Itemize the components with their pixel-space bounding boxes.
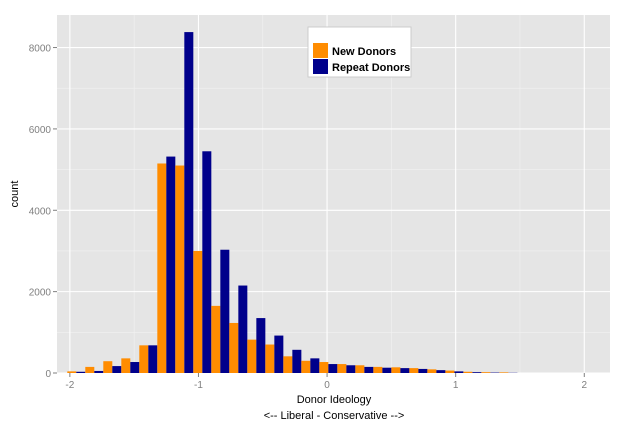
- x-tick-label: 0: [324, 380, 330, 391]
- legend: New Donors Repeat Donors: [307, 26, 412, 78]
- bar-new-donors: [373, 366, 383, 373]
- bar-repeat-donors: [202, 151, 212, 373]
- bar-new-donors: [301, 360, 311, 373]
- bar-repeat-donors: [472, 372, 482, 373]
- bar-new-donors: [463, 371, 473, 373]
- bar-new-donors: [337, 364, 347, 373]
- x-tick-label: -2: [65, 380, 74, 391]
- x-axis-title: Donor Ideology: [297, 394, 372, 406]
- bar-new-donors: [211, 305, 221, 373]
- legend-label-repeat-donors: Repeat Donors: [332, 62, 410, 74]
- x-axis: -2 -1 0 1 2: [65, 373, 587, 391]
- bar-repeat-donors: [256, 318, 266, 373]
- bar-repeat-donors: [76, 371, 86, 373]
- y-axis-title: count: [9, 181, 21, 208]
- bar-new-donors: [67, 371, 77, 373]
- bar-repeat-donors: [238, 285, 248, 373]
- x-tick-label: -1: [194, 380, 203, 391]
- bar-repeat-donors: [220, 249, 230, 373]
- bar-new-donors: [319, 362, 329, 373]
- bar-repeat-donors: [454, 371, 464, 373]
- y-tick-label: 8000: [29, 44, 52, 55]
- bar-new-donors: [175, 165, 185, 373]
- bar-repeat-donors: [436, 370, 446, 373]
- bar-new-donors: [265, 344, 275, 373]
- y-tick-label: 2000: [29, 288, 52, 299]
- bar-repeat-donors: [328, 364, 338, 373]
- bar-new-donors: [193, 250, 203, 373]
- legend-swatch-repeat-donors: [313, 59, 328, 74]
- bar-repeat-donors: [166, 156, 176, 373]
- bar-new-donors: [157, 163, 167, 373]
- bar-repeat-donors: [346, 365, 356, 373]
- bar-repeat-donors: [310, 358, 320, 373]
- bar-repeat-donors: [418, 368, 428, 373]
- bar-repeat-donors: [112, 366, 122, 373]
- bar-new-donors: [103, 361, 113, 373]
- y-axis: 0 2000 4000 6000 8000: [29, 44, 57, 380]
- bar-new-donors: [391, 367, 401, 373]
- x-tick-label: 2: [581, 380, 587, 391]
- y-tick-label: 0: [45, 369, 51, 380]
- bar-repeat-donors: [148, 345, 158, 373]
- bar-new-donors: [139, 345, 149, 373]
- bar-repeat-donors: [400, 368, 410, 373]
- y-tick-label: 6000: [29, 125, 52, 136]
- bar-new-donors: [427, 369, 437, 373]
- bar-repeat-donors: [130, 362, 140, 373]
- bar-new-donors: [481, 372, 491, 373]
- bar-new-donors: [409, 368, 419, 373]
- bar-repeat-donors: [364, 366, 374, 373]
- bar-repeat-donors: [292, 349, 302, 373]
- bar-new-donors: [229, 322, 239, 373]
- x-axis-subtitle: <-- Liberal - Conservative -->: [264, 410, 405, 422]
- bar-new-donors: [499, 372, 509, 373]
- y-tick-label: 4000: [29, 206, 52, 217]
- bar-repeat-donors: [382, 367, 392, 373]
- bar-new-donors: [445, 370, 455, 373]
- bar-repeat-donors: [184, 32, 194, 373]
- bars: [67, 32, 518, 373]
- legend-swatch-new-donors: [313, 43, 328, 58]
- bar-new-donors: [247, 339, 257, 373]
- bar-repeat-donors: [94, 370, 104, 373]
- bar-new-donors: [85, 366, 95, 373]
- legend-label-new-donors: New Donors: [332, 46, 396, 58]
- bar-repeat-donors: [274, 335, 284, 373]
- bar-new-donors: [121, 358, 131, 373]
- bar-new-donors: [283, 356, 293, 373]
- bar-new-donors: [355, 365, 365, 373]
- x-tick-label: 1: [453, 380, 459, 391]
